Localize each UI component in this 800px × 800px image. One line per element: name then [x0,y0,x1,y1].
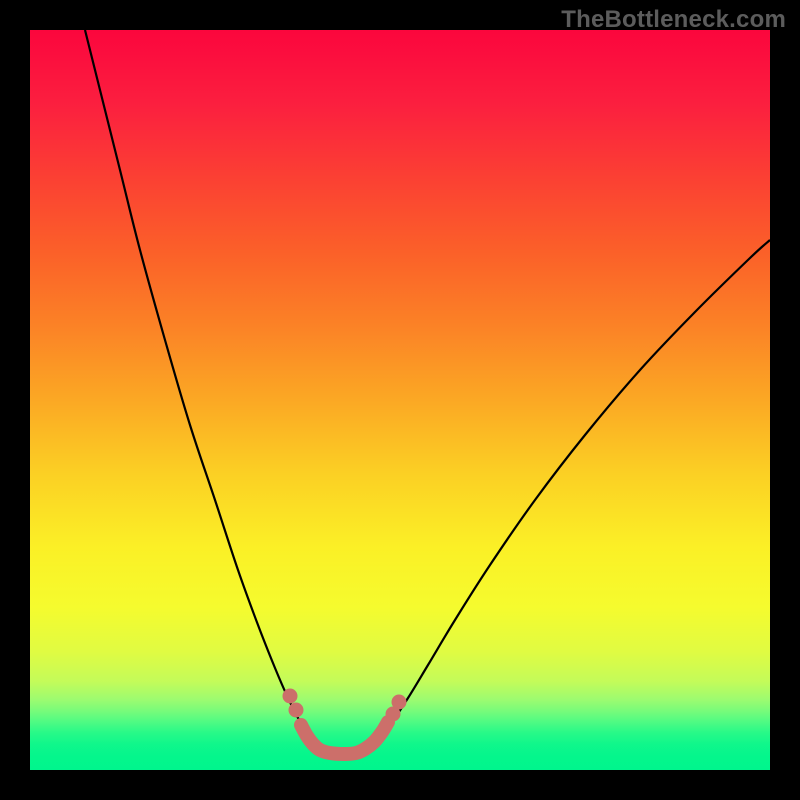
right-marker-1 [392,695,407,710]
plot-area [30,30,770,770]
left-marker-0 [283,689,298,704]
chart-svg [30,30,770,770]
gradient-background [30,30,770,770]
chart-frame: TheBottleneck.com [0,0,800,800]
left-marker-1 [289,703,304,718]
